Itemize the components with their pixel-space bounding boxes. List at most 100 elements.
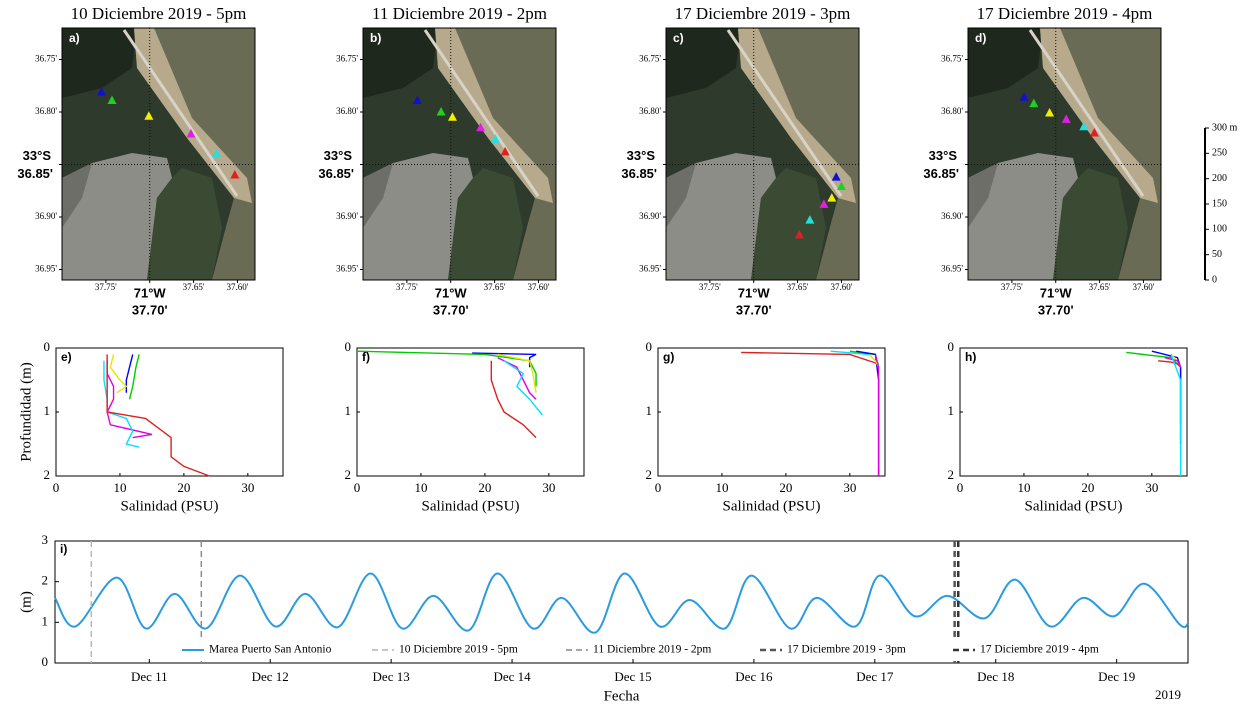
plot-frame [658,348,885,476]
y-tick-label: 3 [42,532,49,547]
y-tick-label: 0 [646,339,653,354]
scale-tick-label: 100 [1212,224,1227,235]
y-tick-label: 0 [345,339,352,354]
x-tick-label: 37.60' [1133,282,1155,292]
x-tick-label: 37.70' [132,302,168,317]
map-title: 17 Diciembre 2019 - 3pm [675,4,851,23]
x-tick-label: 20 [478,480,491,495]
y-tick-label: 36.90' [336,211,358,221]
scale-tick-label: 300 m [1212,122,1238,133]
x-tick-label: Dec 17 [856,669,894,684]
legend-label: 17 Diciembre 2019 - 3pm [787,644,906,656]
y-degree-label: 33°S [324,148,353,163]
x-tick-label: 20 [779,480,792,495]
figure: 10 Diciembre 2019 - 5pm 37.75' 37.70' 37.65… [0,0,1253,706]
x-tick-label: 37.70' [736,302,772,317]
legend-label: Marea Puerto San Antonio [209,644,332,656]
x-tick-label: Dec 14 [493,669,531,684]
scale-tick-label: 50 [1212,249,1222,260]
x-tick-label: 37.75' [95,282,117,292]
y-tick-label: 36.80' [639,106,661,116]
y-tick-label: 1 [948,403,955,418]
x-tick-label: 0 [957,480,964,495]
scale-tick-label: 200 [1212,173,1227,184]
x-tick-label: 0 [354,480,361,495]
map-title: 17 Diciembre 2019 - 4pm [977,4,1153,23]
x-axis-label: Salinidad (PSU) [1025,498,1123,514]
y-tick-label: 36.75' [639,54,661,64]
y-tick-label: 2 [44,467,51,482]
x-tick-label: 37.75' [1001,282,1023,292]
y-tick-label: 2 [948,467,955,482]
y-tick-label: 36.85' [923,166,959,181]
x-tick-label: 0 [53,480,60,495]
year-label: 2019 [1155,687,1181,702]
x-tick-label: 10 [1017,480,1030,495]
x-tick-label: 10 [113,480,126,495]
x-axis-label: Salinidad (PSU) [121,498,219,514]
x-tick-label: 37.60' [227,282,249,292]
panel-label: a) [69,31,80,45]
y-tick-label: 0 [42,654,49,669]
scale-tick-label: 0 [1212,274,1217,285]
y-tick-label: 1 [646,403,653,418]
x-tick-label: 37.70' [433,302,469,317]
y-tick-label: 36.90' [35,211,57,221]
y-tick-label: 36.85' [621,166,657,181]
x-tick-label: Dec 19 [1098,669,1135,684]
x-tick-label: Dec 18 [977,669,1014,684]
panel-label: d) [975,31,986,45]
x-tick-label: 37.65' [484,282,506,292]
x-tick-label: 30 [542,480,555,495]
y-tick-label: 36.75' [941,54,963,64]
y-degree-label: 33°S [929,148,958,163]
plot-frame [357,348,584,476]
y-degree-label: 33°S [627,148,656,163]
x-tick-label: 37.75' [699,282,721,292]
y-tick-label: 36.80' [941,106,963,116]
plot-frame [56,348,283,476]
y-axis-label: (m) [18,591,34,613]
x-degree-label: 71°W [1040,285,1073,300]
x-tick-label: 37.75' [396,282,418,292]
x-tick-label: 20 [1081,480,1094,495]
x-tick-label: 37.65' [183,282,205,292]
scale-tick-label: 150 [1212,198,1227,209]
y-tick-label: 36.75' [35,54,57,64]
x-tick-label: 30 [843,480,856,495]
y-axis-label: Profundidad (m) [18,362,34,462]
panel-label: c) [673,31,684,45]
y-tick-label: 1 [42,613,49,628]
y-tick-label: 0 [948,339,955,354]
x-axis-label: Fecha [604,688,640,704]
map-title: 10 Diciembre 2019 - 5pm [71,4,247,23]
panel-label: b) [370,31,381,45]
y-tick-label: 36.95' [941,264,963,274]
y-tick-label: 36.80' [35,106,57,116]
y-tick-label: 36.80' [336,106,358,116]
x-tick-label: Dec 12 [252,669,289,684]
x-tick-label: 10 [414,480,427,495]
legend-label: 10 Diciembre 2019 - 5pm [399,644,518,656]
x-degree-label: 71°W [738,285,771,300]
x-tick-label: 30 [241,480,254,495]
x-axis-label: Salinidad (PSU) [422,498,520,514]
x-tick-label: 37.60' [831,282,853,292]
x-tick-label: 20 [177,480,190,495]
x-degree-label: 71°W [134,285,167,300]
x-axis-label: Salinidad (PSU) [723,498,821,514]
plot-frame [960,348,1187,476]
map-title: 11 Diciembre 2019 - 2pm [372,4,547,23]
y-tick-label: 2 [646,467,653,482]
y-tick-label: 36.75' [336,54,358,64]
legend-label: 11 Diciembre 2019 - 2pm [593,644,711,656]
x-tick-label: Dec 13 [373,669,410,684]
y-tick-label: 36.90' [941,211,963,221]
x-tick-label: Dec 15 [614,669,651,684]
y-tick-label: 2 [345,467,352,482]
y-tick-label: 36.85' [318,166,354,181]
panel-label: h) [965,350,976,364]
legend-label: 17 Diciembre 2019 - 4pm [980,644,1099,656]
x-tick-label: 10 [715,480,728,495]
y-tick-label: 0 [44,339,51,354]
